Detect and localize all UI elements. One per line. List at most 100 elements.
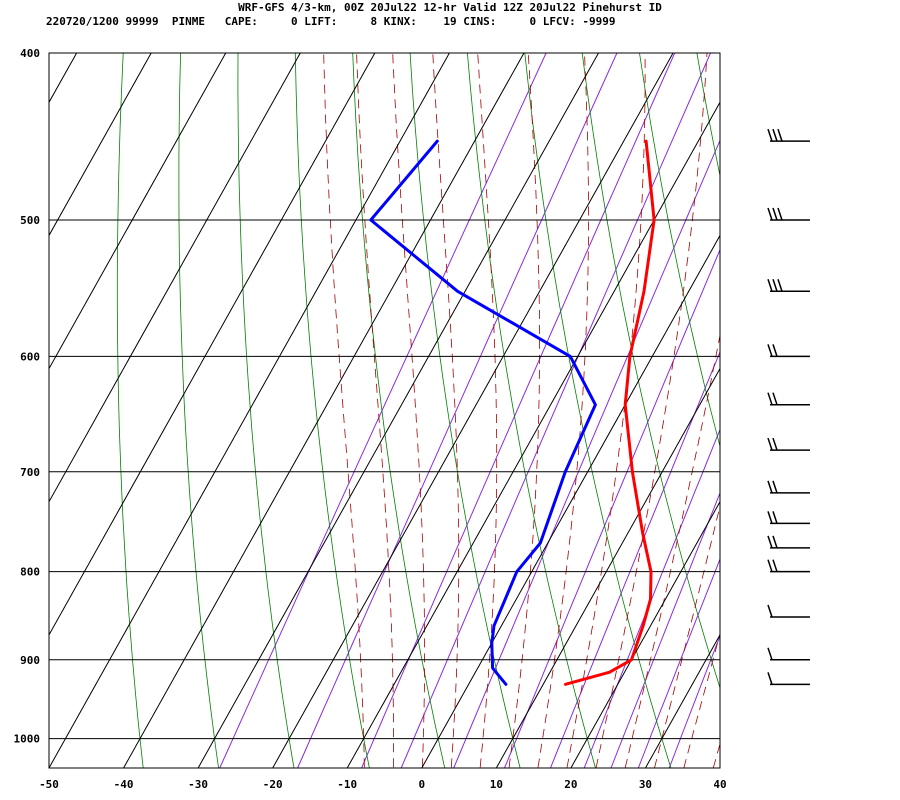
mixing-ratio-line [297,53,618,768]
isotherm-line [719,766,720,768]
wind-barb [767,344,810,358]
x-tick-label: 30 [639,778,652,791]
y-tick-label: 600 [20,350,40,363]
isotherm-line [421,234,720,768]
dry-adiabat-line [639,53,720,448]
wind-barb-flag [767,535,773,549]
dry-adiabat-line [294,53,370,768]
x-tick-label: -10 [337,778,357,791]
dry-adiabat-line [237,53,295,768]
x-tick-label: 0 [418,778,425,791]
x-tick-label: -50 [39,778,59,791]
wind-barb-flag [767,647,773,661]
mixing-ratio-line [637,557,720,768]
moist-adiabat-line [537,53,589,768]
isotherm-line [645,633,720,768]
isotherm-line [49,53,301,503]
wind-barb-flag [767,344,773,357]
x-tick-label: 20 [564,778,577,791]
wind-barb-flag [777,279,783,292]
moist-adiabat-line [712,742,720,768]
wind-barb [767,511,810,525]
x-tick-label: -40 [114,778,134,791]
wind-barb [767,672,810,686]
dry-adiabat-line [409,53,521,768]
x-tick-label: -30 [188,778,208,791]
wind-barb-flag [767,207,773,221]
wind-barb-flag [767,279,773,292]
isotherm-line [49,53,376,636]
dry-adiabat-line [466,53,596,768]
moist-adiabat-line [683,632,720,768]
wind-barb-flag [772,480,778,494]
moist-adiabat-line [323,53,365,768]
wind-barb-flag [767,128,773,142]
moist-adiabat-line [508,53,540,768]
moist-adiabat-line [392,53,426,768]
chart-title: WRF-GFS 4/3-km, 00Z 20Jul22 12-hr Valid … [238,1,662,14]
wind-barb-flag [767,511,773,524]
isotherm-line [570,500,720,768]
isotherm-line [123,53,525,768]
mixing-ratio-line [583,428,720,768]
dry-adiabat-line [860,15,900,783]
wind-barb-flag [772,344,778,357]
wind-barb-flag [772,535,778,549]
mixing-ratio-line [503,248,720,768]
isotherm-line [272,53,674,768]
dry-adiabat-line [178,53,220,768]
wind-barbs [767,128,810,686]
axis-ticks: 400 500 600 700 800 900 1000 -50 -40 -30 -20 -10 0 10… [14,47,727,791]
isotherm-line [49,53,152,237]
wind-barb-flag [772,392,778,405]
wind-barb [767,392,810,406]
wind-barb-flag [772,437,778,451]
moist-adiabat-line [566,53,646,768]
y-tick-label: 1000 [14,733,41,746]
plot-frame [48,52,721,769]
grid [0,52,720,768]
wind-barb-flag [767,437,773,451]
wind-barb-flag [767,559,773,572]
x-tick-label: 40 [713,778,726,791]
dry-adiabat-line [696,53,720,178]
mixing-ratio-line [610,491,720,768]
wind-barb [767,535,810,549]
wind-barb-flag [772,559,778,572]
isotherm-line [346,101,720,768]
y-tick-label: 800 [20,566,40,579]
moist-adiabat-line [477,53,498,768]
wind-barb [767,279,810,293]
mixing-ratio-line [453,139,720,768]
wind-barb [767,437,810,451]
wind-barb [767,647,810,661]
isotherm-line [495,367,720,768]
isotherm-line [0,53,2,768]
wind-barb-flag [767,392,773,405]
isotherm-line [49,53,450,768]
wind-barb-flag [772,207,778,221]
wind-barb-flag [767,480,773,494]
mixing-ratio-line [219,53,547,768]
dry-adiabat-line [581,53,720,690]
dry-adiabat-line [116,53,144,768]
wind-barb [767,207,810,221]
dewpoint-trace [369,139,597,686]
dry-adiabat-line [352,53,446,768]
y-tick-label: 500 [20,214,40,227]
wind-barb-flag [767,604,773,618]
isotherm-line [197,53,599,768]
dry-adiabat-line [524,53,672,768]
wind-barb-flag [772,279,778,292]
background-lines [116,15,900,783]
wind-barb-flag [777,128,783,142]
x-tick-label: 10 [490,778,503,791]
wind-barb [767,480,810,494]
wind-barb [767,604,810,618]
temperature-trace [564,139,656,686]
mixing-ratio-line [668,634,720,768]
wind-barb [767,128,810,142]
y-tick-label: 900 [20,654,40,667]
moist-adiabat-line [624,333,720,768]
moist-adiabat-line [356,53,394,768]
